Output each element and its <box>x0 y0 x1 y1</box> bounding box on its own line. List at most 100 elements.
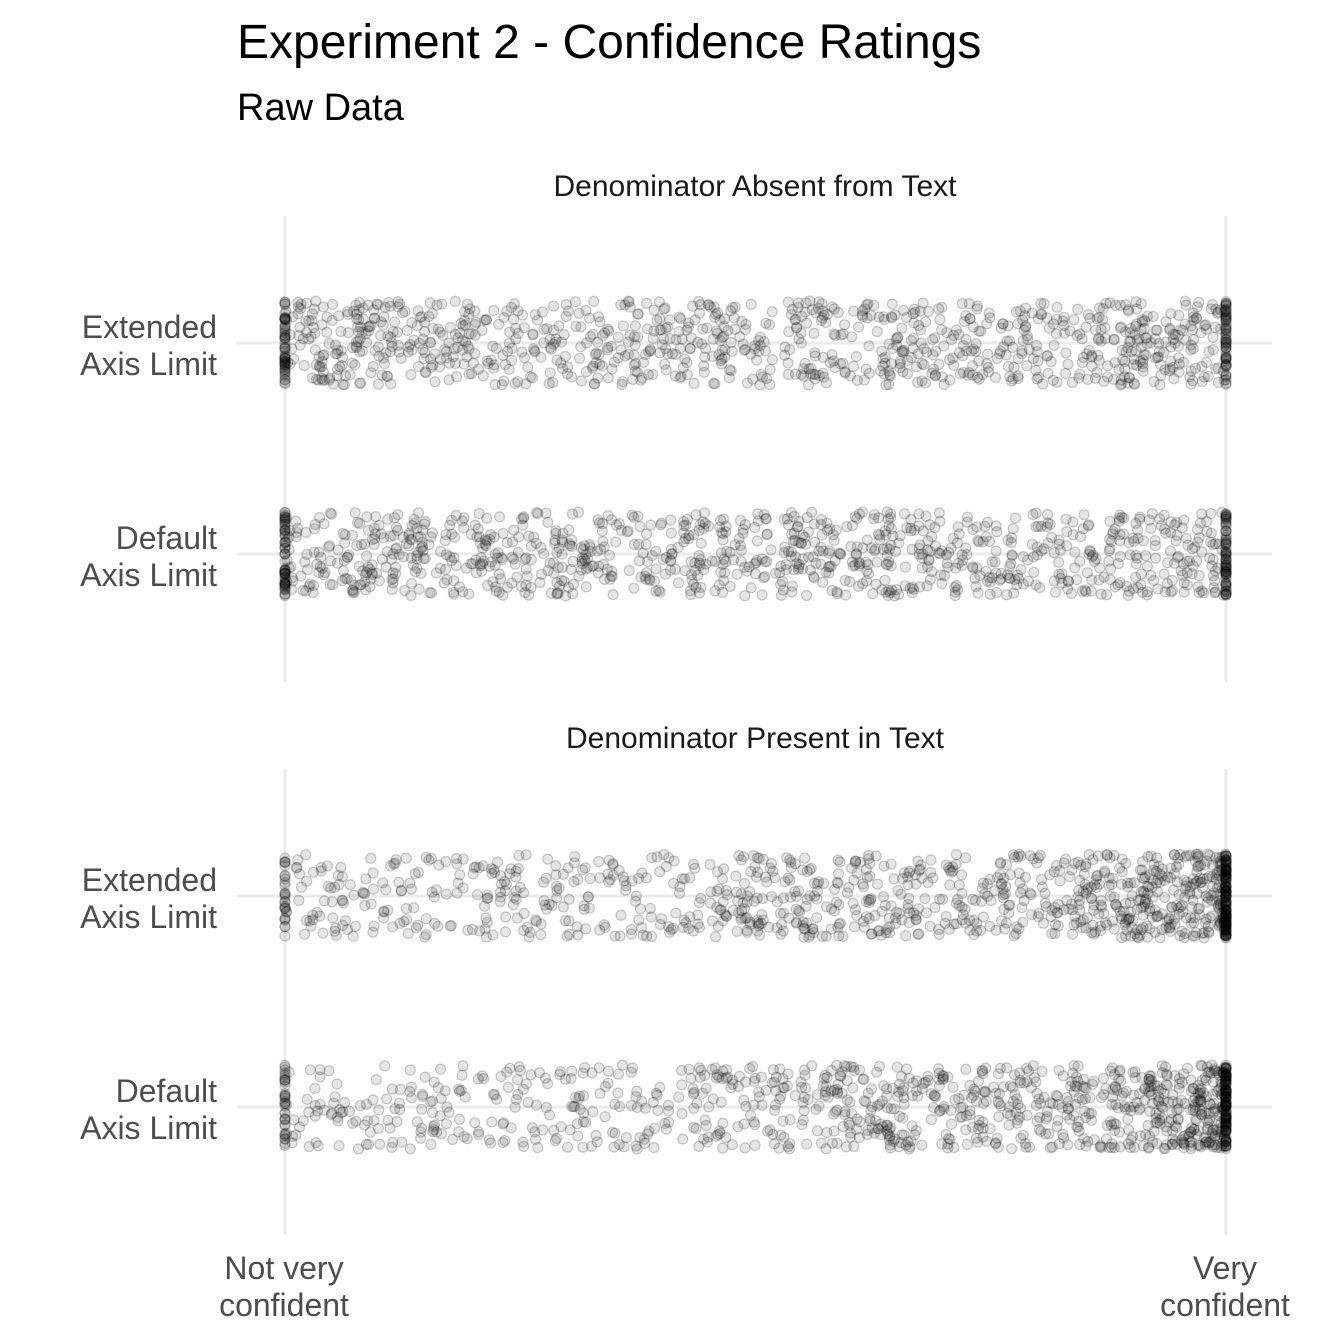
data-point <box>871 878 884 890</box>
data-point <box>628 349 640 361</box>
data-point <box>796 1118 808 1131</box>
data-point <box>467 357 479 369</box>
data-point <box>1095 1091 1108 1104</box>
data-point <box>541 323 553 335</box>
data-point <box>279 1139 291 1152</box>
data-point <box>756 892 769 905</box>
data-point <box>1021 360 1033 372</box>
data-point <box>631 1143 643 1155</box>
data-point <box>434 1110 446 1122</box>
data-point <box>655 517 668 529</box>
data-point <box>632 872 645 885</box>
data-point <box>644 345 657 357</box>
data-point <box>1033 1093 1045 1105</box>
data-point <box>405 883 417 895</box>
data-point <box>1184 888 1196 900</box>
data-point <box>1220 1140 1232 1153</box>
data-point <box>555 1121 567 1133</box>
data-point <box>926 367 938 379</box>
data-point <box>695 537 707 549</box>
data-point <box>698 366 710 378</box>
data-point <box>1088 928 1100 940</box>
data-point <box>607 588 619 601</box>
data-point <box>1062 575 1074 587</box>
data-point <box>593 1062 605 1074</box>
data-point <box>400 902 412 915</box>
data-point <box>535 929 547 941</box>
data-point <box>557 868 569 880</box>
data-point <box>944 879 956 891</box>
data-point <box>327 579 339 591</box>
data-point <box>1134 1130 1147 1142</box>
data-point <box>1116 932 1128 944</box>
data-point <box>333 1140 345 1152</box>
data-point <box>871 326 883 338</box>
data-point <box>803 931 815 943</box>
data-point <box>859 303 871 315</box>
data-point <box>367 926 379 938</box>
data-point <box>279 353 291 365</box>
data-point <box>1220 529 1232 541</box>
data-point <box>857 881 870 893</box>
data-point <box>527 343 540 355</box>
data-point <box>1202 370 1214 383</box>
data-point <box>916 357 928 370</box>
data-point <box>366 559 378 571</box>
data-point <box>847 360 860 372</box>
data-point <box>408 334 420 346</box>
data-point <box>340 370 352 382</box>
data-point <box>1099 865 1111 877</box>
data-point <box>367 883 379 895</box>
data-point <box>503 363 515 375</box>
data-point <box>807 570 820 583</box>
data-point <box>675 313 687 325</box>
data-point <box>1178 586 1190 598</box>
data-point <box>436 298 448 310</box>
data-point <box>357 313 369 325</box>
data-point <box>642 369 655 381</box>
data-point <box>616 378 628 390</box>
data-point <box>391 326 403 338</box>
data-point <box>681 357 693 369</box>
data-point <box>993 1111 1005 1123</box>
data-point <box>1148 375 1160 388</box>
data-point <box>453 1113 466 1125</box>
data-point <box>786 586 798 598</box>
data-point <box>1119 326 1132 338</box>
data-point <box>813 369 825 382</box>
data-point <box>759 345 772 357</box>
data-point <box>800 900 812 912</box>
data-point <box>957 366 970 379</box>
data-point <box>796 310 808 322</box>
data-point <box>319 566 331 579</box>
data-point <box>1189 1101 1201 1114</box>
data-point <box>1095 335 1107 347</box>
data-point <box>1220 508 1232 520</box>
data-point <box>1074 368 1086 380</box>
data-point <box>318 895 330 907</box>
data-point <box>1191 861 1204 873</box>
data-point <box>613 1138 625 1151</box>
x-tick-label-high-line1: Very <box>1193 1250 1257 1286</box>
data-point <box>655 913 668 925</box>
data-point <box>563 928 576 941</box>
data-point <box>809 536 821 548</box>
data-point <box>279 342 291 354</box>
data-point <box>525 540 537 552</box>
data-point <box>615 524 628 536</box>
data-point <box>326 298 339 310</box>
data-point <box>873 311 885 323</box>
data-point <box>1122 1124 1135 1136</box>
data-point <box>377 877 389 889</box>
data-point <box>509 322 522 334</box>
data-point <box>316 356 328 368</box>
data-point <box>631 1101 643 1114</box>
data-point <box>457 882 469 894</box>
data-point <box>1162 1096 1175 1108</box>
data-point <box>731 925 743 937</box>
data-point <box>751 354 763 366</box>
data-point <box>868 299 880 311</box>
data-point <box>724 364 736 376</box>
data-point <box>1198 371 1210 383</box>
data-point <box>404 1143 416 1155</box>
